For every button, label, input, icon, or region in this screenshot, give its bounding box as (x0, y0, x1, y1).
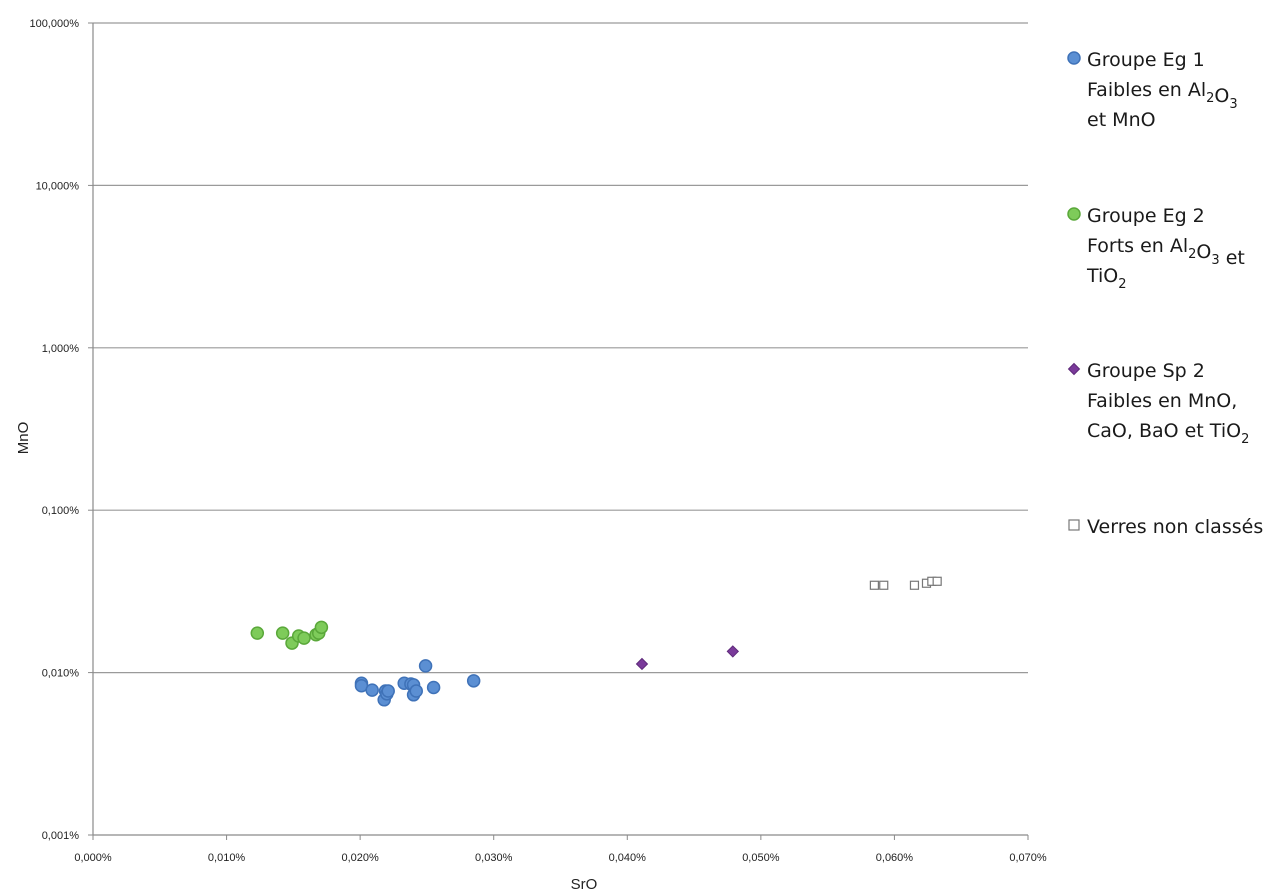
series-2 (250, 620, 329, 650)
x-tick-label: 0,020% (341, 852, 379, 864)
y-tick-label: 100,000% (29, 18, 79, 30)
data-point (932, 576, 942, 586)
y-tick-label: 1,000% (42, 343, 80, 355)
data-point (250, 626, 265, 640)
data-points (250, 576, 942, 707)
data-point (365, 683, 379, 697)
legend-entry-3: Groupe Sp 2 Faibles en MnO, CaO, BaO et Ti… (1067, 360, 1249, 447)
grid-lines (93, 22, 1028, 674)
x-tick-label: 0,030% (475, 852, 513, 864)
data-point (869, 580, 879, 590)
x-tick-labels: 0,000% 0,010% 0,020% 0,030% 0,040% 0,050% 0,06… (74, 852, 1047, 864)
legend-label-line: Faibles en MnO, (1087, 390, 1237, 412)
data-point (726, 645, 740, 658)
data-point (409, 684, 423, 698)
data-point (381, 684, 395, 698)
legend-marker (1067, 362, 1081, 376)
legend-label-line: et MnO (1087, 109, 1156, 131)
y-axis-label: MnO (15, 422, 32, 455)
legend-label-line: Forts en Al2O3 et (1087, 235, 1245, 269)
data-point (426, 680, 441, 695)
axes (88, 22, 1029, 840)
series-1 (354, 659, 481, 707)
x-tick-label: 0,010% (208, 852, 246, 864)
y-tick-label: 0,001% (42, 830, 80, 842)
x-tick-label: 0,070% (1009, 852, 1047, 864)
data-point (314, 620, 329, 635)
data-point (879, 580, 889, 590)
data-point (418, 659, 433, 673)
x-axis-label: SrO (571, 876, 598, 893)
y-tick-label: 0,010% (42, 668, 80, 680)
legend-marker (1067, 51, 1081, 65)
legend-label-line: Groupe Eg 1 (1087, 49, 1205, 71)
legend-label-line: TiO2 (1086, 265, 1127, 292)
series-4 (869, 576, 942, 590)
legend-marker (1067, 207, 1081, 221)
series-3 (635, 645, 740, 671)
x-tick-label: 0,000% (74, 852, 112, 864)
y-tick-label: 10,000% (36, 180, 80, 192)
data-point (466, 674, 481, 688)
legend-label-line: Faibles en Al2O3 (1087, 79, 1238, 112)
legend-label-line: CaO, BaO et TiO2 (1087, 420, 1249, 447)
legend-label-line: Verres non classés (1087, 516, 1263, 538)
x-tick-label: 0,040% (609, 852, 647, 864)
y-tick-label: 0,100% (42, 505, 80, 517)
data-point (297, 631, 311, 645)
data-point (909, 580, 920, 590)
legend-label-line: Groupe Eg 2 (1087, 205, 1205, 227)
data-point (275, 626, 290, 640)
data-point (635, 657, 649, 671)
legend-marker (1068, 519, 1080, 531)
x-tick-label: 0,060% (876, 852, 914, 864)
x-tick-label: 0,050% (742, 852, 780, 864)
legend-entry-4: Verres non classés (1068, 516, 1263, 538)
legend-label-line: Groupe Sp 2 (1087, 360, 1205, 382)
y-tick-labels: 0,001% 0,010% 0,100% 1,000% 10,000% 100,000% (29, 18, 79, 842)
